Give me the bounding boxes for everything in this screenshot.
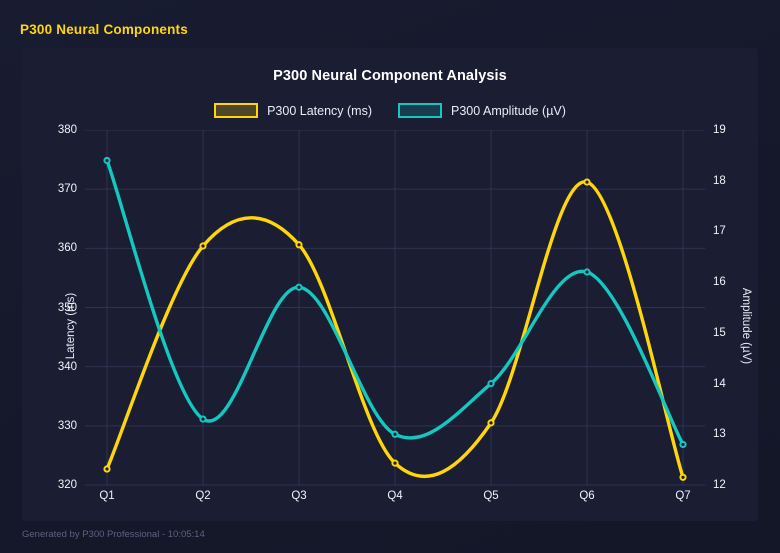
legend-item-1[interactable]: P300 Latency (ms)	[214, 103, 372, 118]
y-axis-left-tick-label: 330	[57, 419, 77, 432]
data-point-marker[interactable]	[679, 473, 687, 481]
legend-swatch-icon	[214, 103, 259, 118]
y-axis-right-tick-label: 14	[713, 377, 726, 390]
app-footer: Generated by P300 Professional - 10:05:1…	[0, 521, 780, 553]
data-point-marker[interactable]	[295, 283, 303, 291]
x-axis-tick-label: Q3	[291, 490, 307, 502]
y-axis-left-tick-label: 350	[57, 301, 77, 314]
x-axis-tick-label: Q6	[579, 490, 595, 502]
app-header: P300 Neural Components	[0, 0, 780, 48]
data-point-marker[interactable]	[487, 379, 495, 388]
y-axis-right-title: Amplitude (µV)	[740, 287, 752, 365]
chart-title: P300 Neural Component Analysis	[273, 68, 507, 84]
plot-canvas	[85, 130, 705, 486]
data-point-marker[interactable]	[199, 415, 207, 423]
x-axis-tick-label: Q7	[675, 490, 691, 502]
plot-area: Latency (ms) Amplitude (µV) 320 330 340 350…	[58, 124, 752, 533]
chart-legend: P300 Latency (ms) P300 Amplitude (µV)	[22, 103, 758, 118]
x-axis-tick-label: Q1	[99, 490, 115, 502]
y-axis-right-tick-label: 16	[713, 276, 726, 289]
y-axis-left-tick-label: 360	[57, 242, 77, 255]
data-point-marker[interactable]	[103, 465, 111, 473]
y-axis-left-tick-label: 340	[57, 360, 77, 373]
data-point-marker[interactable]	[199, 242, 207, 250]
y-axis-right-tick-label: 13	[713, 428, 726, 441]
grid-layer	[85, 130, 705, 486]
data-point-marker[interactable]	[103, 156, 111, 165]
page-title: P300 Neural Components	[20, 22, 188, 37]
data-point-marker[interactable]	[487, 419, 495, 427]
legend-label: P300 Latency (ms)	[267, 103, 372, 118]
legend-item-2[interactable]: P300 Amplitude (µV)	[398, 103, 566, 118]
chart-panel: P300 Neural Component Analysis P300 Late…	[22, 48, 758, 521]
marker-layer	[103, 156, 687, 481]
data-point-marker[interactable]	[391, 459, 399, 467]
x-axis-tick-label: Q4	[387, 490, 403, 502]
y-axis-left-tick-label: 380	[57, 124, 77, 136]
x-axis-tick-label: Q5	[483, 490, 499, 502]
y-axis-left-tick-label: 320	[57, 479, 77, 491]
x-axis-tick-label: Q2	[195, 490, 211, 502]
data-point-marker[interactable]	[679, 440, 687, 449]
legend-swatch-icon	[398, 103, 442, 118]
y-axis-right-tick-label: 19	[713, 124, 726, 136]
data-point-marker[interactable]	[295, 241, 303, 249]
y-axis-right-tick-label: 15	[713, 326, 726, 339]
data-point-marker[interactable]	[391, 430, 399, 438]
y-axis-left-tick-label: 370	[57, 183, 77, 196]
data-point-marker[interactable]	[583, 178, 591, 186]
data-point-marker[interactable]	[583, 268, 591, 276]
legend-label: P300 Amplitude (µV)	[451, 103, 566, 118]
y-axis-right-tick-label: 12	[713, 479, 726, 491]
y-axis-right-tick-label: 17	[713, 225, 726, 238]
y-axis-right-tick-label: 18	[713, 174, 726, 187]
footer-status-text: Generated by P300 Professional - 10:05:1…	[22, 529, 205, 540]
